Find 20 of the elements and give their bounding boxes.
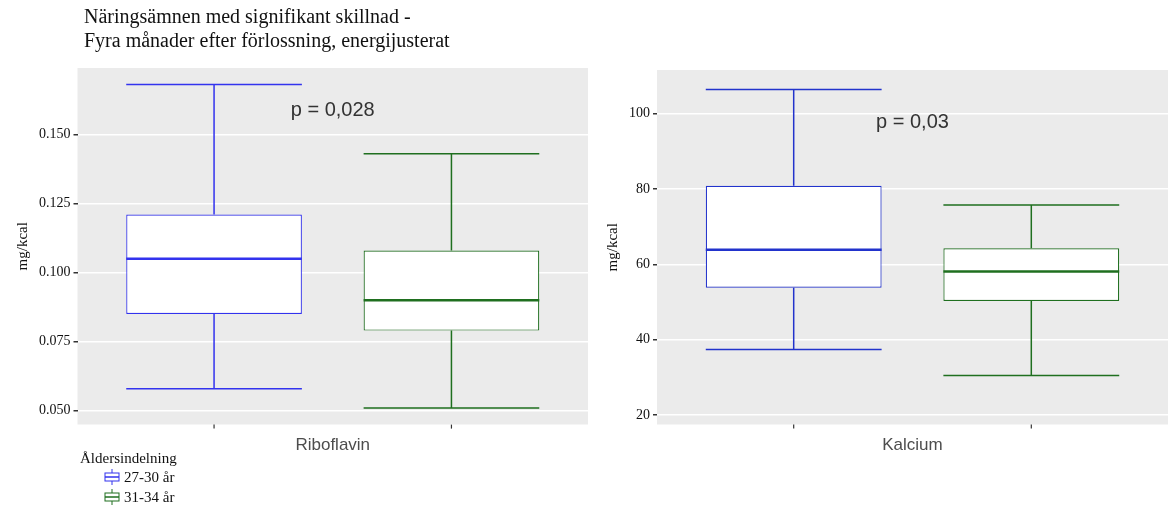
x-tick-label: Riboflavin <box>295 435 371 455</box>
y-tick-label: 60 <box>636 256 650 272</box>
y-tick-label: 0.100 <box>39 264 71 280</box>
y-tick-label: 100 <box>629 105 650 121</box>
y-tick-label: 0.075 <box>39 333 71 349</box>
annotation: p = 0,03 <box>876 109 949 132</box>
y-tick-label: 80 <box>636 180 650 196</box>
y-tick-label: 0.125 <box>39 195 71 211</box>
legend-label: 27-30 år <box>124 468 175 486</box>
legend-label: 31-34 år <box>124 488 175 506</box>
y-axis-title: mg/kcal <box>603 223 620 272</box>
chart-title: Näringsämnen med signifikant skillnad - Fyra månader efter förlossning, energijusterat <box>84 4 450 52</box>
y-axis-title: mg/kcal <box>13 222 30 271</box>
y-tick-label: 20 <box>636 406 650 422</box>
legend-title: Åldersindelning <box>80 450 177 467</box>
y-tick-label: 40 <box>636 331 650 347</box>
y-tick-label: 0.150 <box>39 126 71 142</box>
y-tick-label: 0.050 <box>39 402 71 418</box>
annotation: p = 0,028 <box>290 97 375 120</box>
x-tick-label: Kalcium <box>882 435 943 455</box>
